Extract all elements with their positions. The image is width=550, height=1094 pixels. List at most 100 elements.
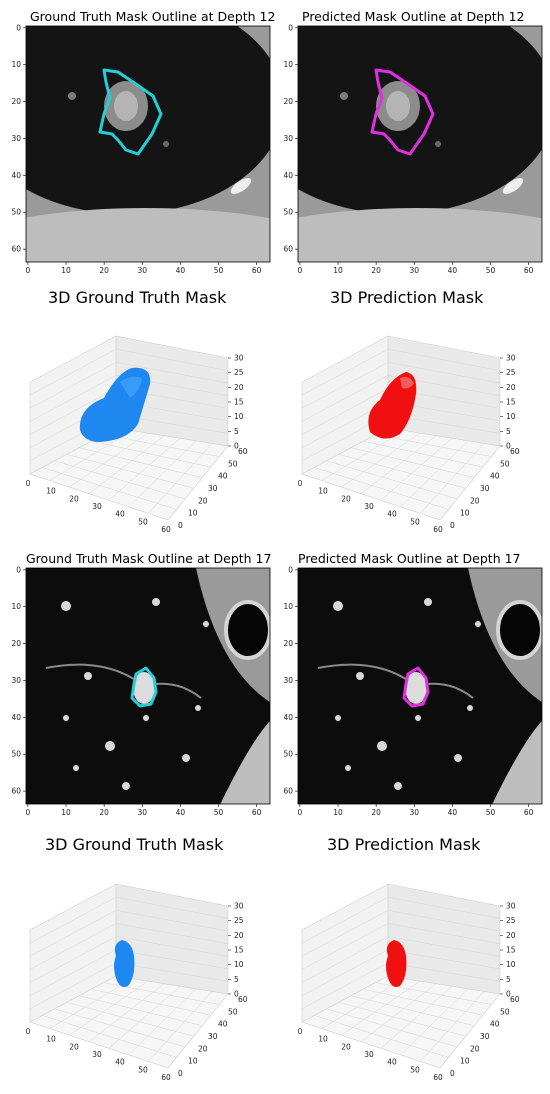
axes-frame xyxy=(25,567,271,805)
x-tick-label: 60 xyxy=(524,266,534,275)
grid-line xyxy=(341,980,421,1036)
y-tick-label: 30 xyxy=(11,676,21,685)
x-tick-label: 20 xyxy=(341,494,351,503)
z-tick-label: 15 xyxy=(506,946,516,955)
grid-line xyxy=(148,991,213,1062)
y-tick-label: 30 xyxy=(208,1032,218,1041)
vessel-dot xyxy=(122,782,130,790)
x-tick-label: 20 xyxy=(99,808,109,817)
nodule xyxy=(133,672,155,704)
z-tick-label: 10 xyxy=(506,412,516,421)
x-tick-label: 60 xyxy=(161,525,171,534)
grid-line xyxy=(54,460,186,500)
x-tick-label: 20 xyxy=(99,266,109,275)
grid-line xyxy=(363,988,483,1016)
grid-line xyxy=(29,348,117,396)
grid-line xyxy=(380,986,453,1049)
lung-region xyxy=(298,26,542,214)
z-tick-label: 20 xyxy=(234,383,244,392)
grid-line xyxy=(321,978,405,1029)
grid-line xyxy=(66,454,194,489)
x-tick-label: 40 xyxy=(115,510,125,519)
x-tick-label: 0 xyxy=(26,479,31,488)
grid-line xyxy=(79,447,203,478)
x-tick-label: 10 xyxy=(318,1035,328,1044)
ct-image xyxy=(298,26,542,262)
grid-line xyxy=(341,432,421,488)
grid-line xyxy=(301,375,389,422)
z-tick-label: 0 xyxy=(234,990,239,999)
grid-line xyxy=(380,438,453,501)
z-tick-label: 15 xyxy=(234,398,244,407)
grid-line xyxy=(29,936,117,983)
y-tick-label: 30 xyxy=(11,134,21,143)
x-tick-label: 40 xyxy=(448,266,458,275)
x-tick-label: 60 xyxy=(161,1073,171,1082)
grid-line xyxy=(387,962,501,982)
x-tick-label: 40 xyxy=(448,808,458,817)
grid-line xyxy=(338,454,466,489)
vessel-dot xyxy=(335,715,341,721)
ct-image xyxy=(298,568,542,804)
y-tick-label: 60 xyxy=(510,995,520,1004)
ct-image xyxy=(26,26,270,262)
grid-line xyxy=(301,962,389,1010)
x-tick-label: 50 xyxy=(410,1065,420,1074)
grid-line xyxy=(314,467,449,510)
vessel xyxy=(435,141,441,147)
mask-volume xyxy=(114,940,135,987)
y-tick-label: 20 xyxy=(198,496,208,505)
y-tick-label: 10 xyxy=(188,1057,198,1066)
x-tick-label: 0 xyxy=(298,808,303,817)
airway xyxy=(224,600,270,660)
grid-line xyxy=(42,1015,177,1058)
y-tick-label: 10 xyxy=(11,60,21,69)
y-tick-label: 20 xyxy=(11,97,21,106)
grid-line xyxy=(301,910,389,957)
grid-line xyxy=(351,995,475,1026)
grid-line xyxy=(69,980,149,1036)
y-tick-label: 50 xyxy=(228,1007,238,1016)
grid-line xyxy=(420,443,485,514)
z-tick-label: 10 xyxy=(234,412,244,421)
vessel-dot xyxy=(152,598,160,606)
y-tick-label: 60 xyxy=(283,245,293,254)
vessel-dot xyxy=(424,598,432,606)
y-tick-label: 0 xyxy=(16,566,21,574)
grid-line xyxy=(88,435,165,494)
y-tick-label: 10 xyxy=(188,509,198,518)
y-tick-label: 30 xyxy=(208,484,218,493)
grid-line xyxy=(314,1015,449,1058)
grid-line xyxy=(387,923,501,944)
z-tick-label: 20 xyxy=(506,931,516,940)
chest-wall xyxy=(492,720,542,804)
grid-line xyxy=(115,949,229,970)
y-tick-label: 40 xyxy=(283,171,293,180)
grid-line xyxy=(115,362,229,384)
mask-outline xyxy=(402,666,430,708)
grid-line xyxy=(88,983,165,1042)
x-tick-label: 30 xyxy=(138,266,148,275)
chest-wall xyxy=(220,720,270,804)
grid-line xyxy=(301,388,389,435)
x-tick-label: 10 xyxy=(46,1035,56,1044)
grid-line xyxy=(301,348,389,396)
vessel xyxy=(340,92,348,100)
vessel-dot xyxy=(195,705,201,711)
grid-line xyxy=(115,348,229,371)
mask-outline xyxy=(98,68,163,156)
panel-title-gt-3d: 3D Ground Truth Mask xyxy=(48,288,227,307)
grid-line xyxy=(387,896,501,919)
x-tick-label: 60 xyxy=(433,525,443,534)
panel-title-pred-3d-2: 3D Prediction Mask xyxy=(327,835,481,854)
grid-line xyxy=(29,962,117,1010)
x-tick-label: 20 xyxy=(69,1042,79,1051)
x-tick-label: 40 xyxy=(176,808,186,817)
x-tick-label: 30 xyxy=(364,1050,374,1059)
vessel-dot xyxy=(345,765,351,771)
grid-line xyxy=(115,923,229,944)
x-tick-label: 30 xyxy=(410,808,420,817)
grid-line xyxy=(91,440,211,468)
